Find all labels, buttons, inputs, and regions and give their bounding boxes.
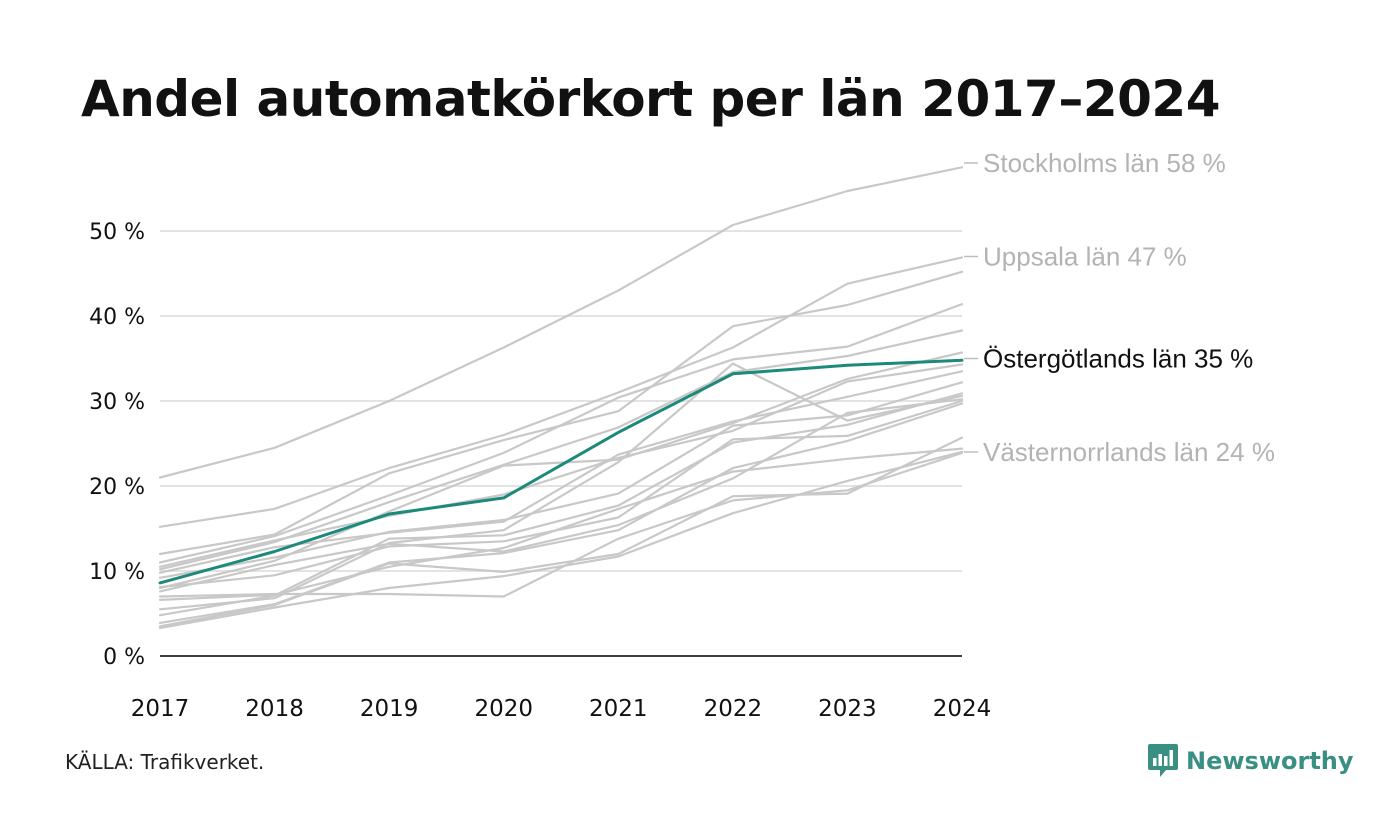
series-line [158, 381, 964, 579]
x-axis-tick-labels: 2017 2018 2019 2020 2021 2022 2023 2024 [131, 696, 992, 722]
y-tick-label: 0 % [103, 645, 145, 670]
series-end-label: Stockholms län 58 % [983, 148, 1226, 178]
x-tick-label: 2021 [589, 696, 648, 722]
series-line [158, 399, 964, 589]
x-tick-label: 2024 [933, 696, 992, 722]
x-tick-label: 2017 [131, 696, 190, 722]
y-tick-label: 30 % [89, 390, 145, 415]
series-end-label: Uppsala län 47 % [983, 242, 1187, 272]
series-line [158, 436, 964, 628]
x-tick-label: 2023 [818, 696, 877, 722]
y-tick-label: 10 % [89, 560, 145, 585]
series-line [158, 351, 964, 590]
x-tick-label: 2022 [704, 696, 763, 722]
series-line-highlighted [158, 358, 964, 585]
series-end-label: Östergötlands län 35 % [983, 344, 1253, 374]
series-line [158, 392, 964, 617]
series-line [158, 451, 964, 598]
series-line [158, 166, 964, 479]
x-tick-label: 2020 [474, 696, 533, 722]
y-tick-label: 50 % [89, 220, 145, 245]
series-line [158, 447, 964, 602]
x-tick-label: 2019 [360, 696, 419, 722]
series-line [158, 303, 964, 564]
page-title: Andel automatkörkort per län 2017–2024 [81, 70, 1220, 128]
series-end-label: Västernorrlands län 24 % [983, 437, 1275, 467]
x-tick-label: 2018 [245, 696, 304, 722]
source-note: KÄLLA: Trafikverket. [65, 750, 265, 774]
series-line [158, 398, 964, 593]
brand-logo[interactable]: Newsworthy [1148, 744, 1354, 778]
y-tick-label: 20 % [89, 475, 145, 500]
y-tick-label: 40 % [89, 305, 145, 330]
series-line [158, 450, 964, 630]
brand-name: Newsworthy [1186, 747, 1354, 775]
series-end-labels: Stockholms län 58 % Uppsala län 47 % Öster… [964, 148, 1275, 467]
highlighted-series-line [158, 358, 964, 585]
newsworthy-logo-icon [1148, 744, 1178, 777]
series-line [158, 363, 964, 568]
series-line [158, 256, 964, 528]
muted-series-lines [158, 166, 964, 630]
y-axis-tick-labels: 0 % 10 % 20 % 30 % 40 % 50 % [89, 220, 145, 670]
series-line [158, 362, 964, 611]
